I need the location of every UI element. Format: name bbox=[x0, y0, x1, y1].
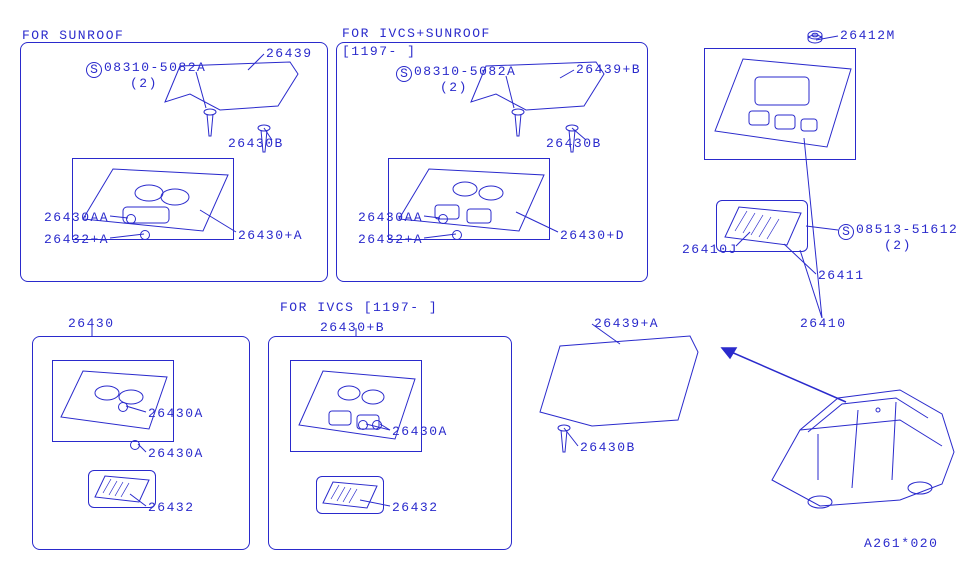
console-sunroof bbox=[72, 158, 234, 240]
callout-ref: 26411 bbox=[818, 268, 865, 283]
bulb-icon bbox=[372, 420, 382, 430]
callout-ref: 26432+A bbox=[358, 232, 423, 247]
callout-ref: 26439 bbox=[266, 46, 313, 61]
callout-ref: 26439+A bbox=[594, 316, 659, 331]
console-ivcs-sunroof bbox=[388, 158, 550, 240]
callout-ref: 08310-5082A bbox=[104, 60, 206, 75]
callout-ref: 26430B bbox=[580, 440, 636, 455]
callout-ref: 08310-5082A bbox=[414, 64, 516, 79]
bulb-icon bbox=[130, 440, 140, 450]
callout-ref: 26410 bbox=[800, 316, 847, 331]
title-sunroof: FOR SUNROOF bbox=[22, 28, 124, 43]
symbol-s: S bbox=[396, 66, 412, 82]
lens-ivcs bbox=[316, 476, 384, 514]
bulb-icon bbox=[438, 214, 448, 224]
symbol-s: S bbox=[838, 224, 854, 240]
callout-ref: 26430AA bbox=[44, 210, 109, 225]
callout-ref: 26430B bbox=[546, 136, 602, 151]
callout-ref: 08513-51612 bbox=[856, 222, 958, 237]
callout-ref: 26410J bbox=[682, 242, 738, 257]
bulb-icon bbox=[118, 402, 128, 412]
title-ivcs: FOR IVCS [1197- ] bbox=[280, 300, 438, 315]
callout-ref: 26432+A bbox=[44, 232, 109, 247]
callout-ref: 26412M bbox=[840, 28, 896, 43]
callout-ref: 26430B bbox=[228, 136, 284, 151]
subtitle-ivcs: 26430+B bbox=[320, 320, 385, 335]
bulb-icon bbox=[358, 420, 368, 430]
callout-ref: 26430AA bbox=[358, 210, 423, 225]
callout-ref: 26430A bbox=[392, 424, 448, 439]
diagram-code: A261*020 bbox=[864, 536, 938, 551]
callout-ref: 26430+A bbox=[238, 228, 303, 243]
symbol-s: S bbox=[86, 62, 102, 78]
callout-ref: 26439+B bbox=[576, 62, 641, 77]
bracket-c bbox=[532, 330, 702, 430]
diagram-stage: FOR SUNROOF FOR IVCS+SUNROOF [1197- ] 26… bbox=[0, 0, 975, 566]
bulb-icon bbox=[126, 214, 136, 224]
console-base bbox=[52, 360, 174, 442]
callout-ref: 26430+D bbox=[560, 228, 625, 243]
callout-ref: 26430A bbox=[148, 446, 204, 461]
callout-ref: 26432 bbox=[392, 500, 439, 515]
title-ivcs-sunroof: FOR IVCS+SUNROOF bbox=[342, 26, 491, 41]
bulb-icon bbox=[452, 230, 462, 240]
callout-qty: (2) bbox=[440, 80, 468, 95]
console-overhead bbox=[704, 48, 856, 160]
subtitle-ivcs-sunroof: [1197- ] bbox=[342, 44, 416, 59]
title-base: 26430 bbox=[68, 316, 115, 331]
callout-qty: (2) bbox=[884, 238, 912, 253]
nut-icon bbox=[806, 30, 824, 44]
screw-icon bbox=[202, 108, 218, 142]
callout-ref: 26430A bbox=[148, 406, 204, 421]
screw-icon bbox=[510, 108, 526, 142]
bulb-icon bbox=[140, 230, 150, 240]
callout-ref: 26432 bbox=[148, 500, 195, 515]
callout-qty: (2) bbox=[130, 76, 158, 91]
lens-base bbox=[88, 470, 156, 508]
screw-icon bbox=[556, 424, 572, 458]
car-icon bbox=[760, 360, 960, 520]
